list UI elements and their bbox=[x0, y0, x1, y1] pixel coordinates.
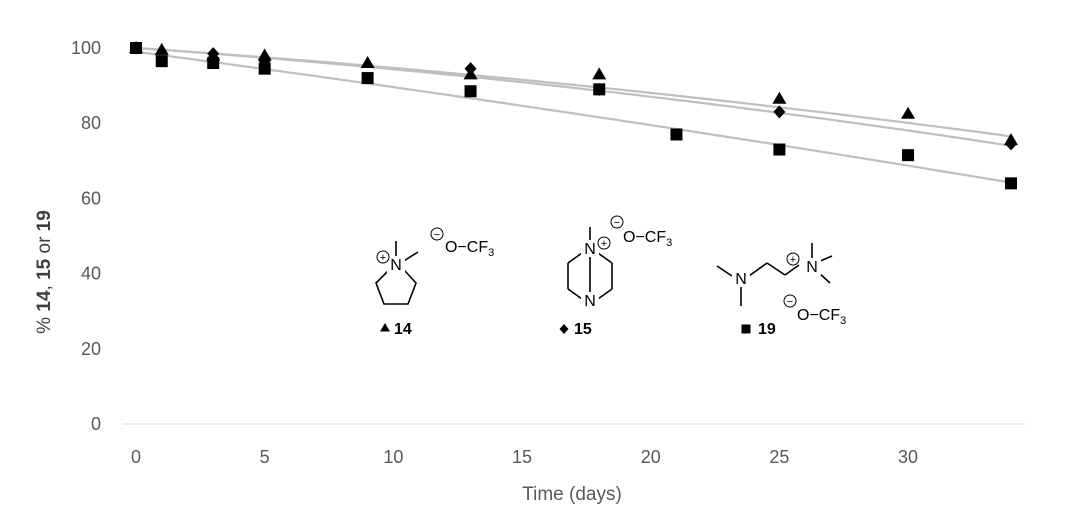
x-tick-label: 15 bbox=[512, 447, 532, 467]
plus-sign: + bbox=[790, 254, 796, 266]
x-tick-label: 5 bbox=[260, 447, 270, 467]
y-tick-label: 20 bbox=[81, 339, 101, 359]
n-mask-top bbox=[581, 240, 599, 257]
data-point-19 bbox=[593, 83, 606, 96]
trendlines bbox=[135, 46, 1012, 184]
n-mask-left bbox=[732, 270, 750, 287]
trendline-19 bbox=[135, 50, 1012, 184]
legend-label-19: 19 bbox=[758, 321, 776, 338]
cage-bond-4 bbox=[597, 252, 613, 264]
negative-charge-icon bbox=[610, 215, 624, 229]
data-point-19 bbox=[207, 57, 220, 70]
x-tick-label: 30 bbox=[898, 447, 918, 467]
y-tick-label: 100 bbox=[71, 38, 101, 58]
negative-charge-icon bbox=[430, 227, 444, 241]
plus-sign: + bbox=[380, 252, 386, 264]
ethyl-bond-2 bbox=[766, 262, 786, 276]
structure-15: N N + − O−CF3 bbox=[567, 215, 672, 310]
data-point-15 bbox=[464, 62, 477, 76]
data-point-14 bbox=[592, 67, 607, 80]
data-point-15 bbox=[1005, 137, 1017, 151]
cage-bond-1 bbox=[567, 252, 583, 264]
data-point-19 bbox=[155, 55, 168, 68]
triflate-anion: O−CF3 bbox=[623, 229, 672, 249]
data-point-19 bbox=[1005, 177, 1017, 190]
data-point-15 bbox=[773, 105, 786, 119]
minus-sign: − bbox=[434, 229, 440, 241]
legend-item-19: 19 bbox=[741, 321, 776, 338]
data-point-19 bbox=[130, 42, 142, 54]
positive-charge-icon bbox=[786, 252, 800, 266]
nitrogen-atom-top: N bbox=[584, 241, 596, 258]
minus-sign: − bbox=[614, 217, 620, 229]
structure-14: N + − O−CF3 bbox=[375, 227, 494, 305]
data-point-15 bbox=[207, 47, 220, 61]
y-tick-labels: 0 20 40 60 80 100 bbox=[71, 38, 101, 434]
data-point-19 bbox=[902, 149, 915, 162]
legend-marker-diamond bbox=[559, 324, 569, 334]
pyrrolidine-ring bbox=[375, 270, 417, 305]
legend-marker-triangle bbox=[380, 323, 390, 332]
legend-marker-19 bbox=[741, 324, 751, 334]
legend-item-14: 14 bbox=[380, 321, 412, 338]
legend-item-15: 15 bbox=[559, 321, 592, 338]
data-point-15 bbox=[258, 54, 271, 68]
triflate-anion: O−CF3 bbox=[445, 239, 494, 259]
legend-label-15: 15 bbox=[574, 321, 592, 338]
y-tick-label: 60 bbox=[81, 188, 101, 208]
n-mask bbox=[387, 256, 405, 273]
data-point-19 bbox=[464, 85, 477, 98]
x-tick-label: 20 bbox=[641, 447, 661, 467]
compound-labels: 14 15 19 bbox=[380, 321, 776, 338]
nitrogen-atom-left: N bbox=[735, 271, 747, 288]
data-point-14 bbox=[257, 48, 272, 61]
legend-marker-15 bbox=[559, 324, 569, 334]
data-point-14 bbox=[772, 91, 787, 104]
x-axis-title: Time (days) bbox=[522, 484, 622, 505]
minus-sign: − bbox=[787, 296, 793, 308]
data-point-19 bbox=[258, 62, 271, 75]
trendline-15 bbox=[135, 46, 1012, 147]
nitrogen-atom-right: N bbox=[806, 259, 818, 276]
y-tick-label: 40 bbox=[81, 264, 101, 284]
x-tick-label: 0 bbox=[131, 447, 141, 467]
data-points bbox=[129, 41, 1018, 190]
data-point-19 bbox=[361, 72, 374, 85]
y-axis-title: % 14, 15 or 19 bbox=[34, 210, 55, 334]
y-tick-label: 0 bbox=[91, 414, 101, 434]
x-tick-label: 10 bbox=[383, 447, 403, 467]
nitrogen-atom-bottom: N bbox=[584, 293, 596, 310]
positive-charge-icon bbox=[376, 250, 390, 264]
data-point-14 bbox=[901, 106, 916, 119]
plus-sign: + bbox=[601, 238, 607, 250]
ethyl-bond-1 bbox=[748, 262, 768, 277]
x-tick-label: 25 bbox=[769, 447, 789, 467]
negative-charge-icon bbox=[783, 294, 797, 308]
data-point-14 bbox=[360, 56, 375, 69]
legend-label-14: 14 bbox=[394, 321, 412, 338]
methyl-bond-left bbox=[716, 265, 733, 277]
legend-marker-square bbox=[741, 324, 751, 334]
x-tick-labels: 0 5 10 15 20 25 30 bbox=[131, 447, 918, 467]
cage-bond-6 bbox=[597, 288, 613, 300]
n-mask-bottom bbox=[581, 292, 599, 309]
n-mask-right bbox=[803, 258, 821, 275]
cage-bond-3 bbox=[567, 288, 583, 300]
y-tick-label: 80 bbox=[81, 113, 101, 133]
data-point-19 bbox=[773, 143, 786, 156]
data-point-14 bbox=[154, 42, 169, 55]
structure-19: N N + − O−CF3 bbox=[716, 243, 846, 327]
triflate-anion: O−CF3 bbox=[797, 307, 846, 327]
ethyl-bond-3 bbox=[784, 264, 800, 276]
positive-charge-icon bbox=[597, 236, 611, 250]
legend-marker-14 bbox=[380, 323, 390, 332]
nitrogen-atom: N bbox=[390, 257, 402, 274]
data-point-19 bbox=[670, 128, 683, 141]
